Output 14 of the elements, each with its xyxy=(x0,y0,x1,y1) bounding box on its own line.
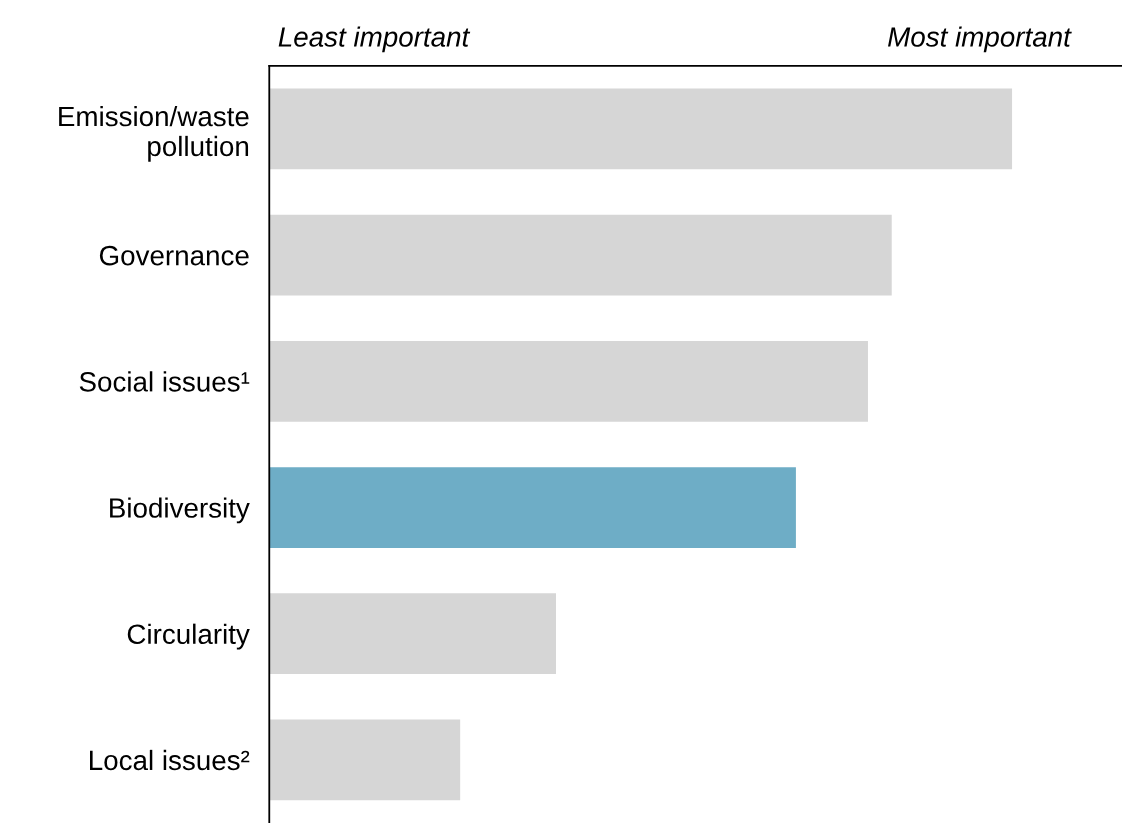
y-tick-label: Biodiversity xyxy=(110,497,250,524)
bar xyxy=(269,214,892,296)
bar xyxy=(269,340,868,422)
bar xyxy=(269,593,556,675)
y-tick-label: Emission/waste pollution xyxy=(59,105,249,162)
y-tick-label: Governance xyxy=(99,245,249,266)
y-tick-label: Social issues¹ xyxy=(79,371,250,392)
y-tick-label: Circularity xyxy=(127,623,250,650)
bar xyxy=(269,467,796,548)
bar xyxy=(269,719,461,801)
text: Most important xyxy=(888,26,1072,53)
text: Least important xyxy=(278,26,471,53)
y-tick-label: Local issues² xyxy=(90,749,250,771)
bar xyxy=(269,88,1013,170)
